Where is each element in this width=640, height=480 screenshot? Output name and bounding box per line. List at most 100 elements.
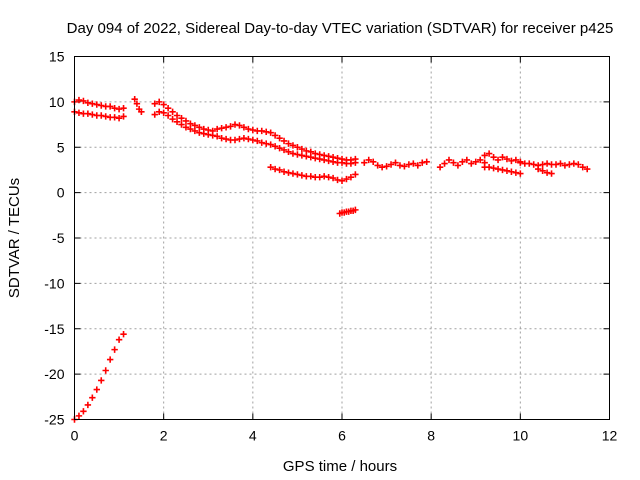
data-point <box>459 158 466 165</box>
data-point <box>316 173 323 181</box>
data-point <box>173 118 181 126</box>
data-point <box>106 356 114 363</box>
data-point <box>361 159 368 166</box>
data-point <box>298 145 306 153</box>
data-point <box>490 164 497 172</box>
data-point <box>178 121 185 128</box>
data-point <box>267 129 274 136</box>
data-point <box>93 101 100 108</box>
y-tick-label: 0 <box>57 185 65 201</box>
data-point <box>392 159 399 166</box>
data-point <box>263 128 270 136</box>
data-point <box>271 132 279 139</box>
series-arc-l <box>71 330 127 423</box>
series-arc-a-lower <box>71 108 127 122</box>
data-point <box>280 146 288 154</box>
data-point <box>312 154 319 162</box>
y-tick-label: 10 <box>49 94 65 110</box>
data-point <box>347 173 355 181</box>
data-point <box>320 156 328 164</box>
data-point <box>84 99 92 106</box>
data-point <box>111 346 118 353</box>
data-point <box>539 167 546 175</box>
data-point <box>120 330 127 338</box>
data-point <box>276 166 283 174</box>
series-arc-c-upper <box>151 98 359 164</box>
data-point <box>280 137 288 145</box>
data-point <box>267 141 274 148</box>
data-point <box>294 144 301 151</box>
data-point <box>98 112 105 119</box>
data-point <box>173 112 181 119</box>
data-point <box>75 412 83 420</box>
y-tick-label: -15 <box>44 321 64 337</box>
data-point <box>227 123 234 130</box>
data-point <box>526 160 533 167</box>
data-point <box>450 159 457 166</box>
data-point <box>285 169 292 176</box>
data-point <box>75 96 83 104</box>
chart-title: Day 094 of 2022, Sidereal Day-to-day VTE… <box>67 20 614 37</box>
data-point <box>289 170 297 177</box>
data-point <box>494 165 502 173</box>
data-point <box>285 148 292 155</box>
plot-frame <box>74 56 610 420</box>
y-tick-label: -10 <box>44 275 64 291</box>
data-point <box>494 156 502 164</box>
data-point <box>477 156 484 164</box>
data-point <box>543 169 551 176</box>
data-point <box>75 109 83 116</box>
data-point <box>93 386 100 393</box>
data-point <box>419 159 426 166</box>
data-point <box>191 127 199 135</box>
data-point <box>205 131 212 138</box>
data-point <box>481 152 488 159</box>
data-point <box>249 136 257 144</box>
data-point <box>84 110 92 117</box>
data-point <box>102 113 109 120</box>
data-point <box>236 135 243 143</box>
data-point <box>374 162 381 169</box>
data-point <box>316 155 323 163</box>
data-point <box>303 147 310 155</box>
data-point <box>383 163 390 170</box>
data-point <box>111 105 118 112</box>
data-point <box>213 125 221 133</box>
data-point <box>325 157 332 165</box>
data-point <box>378 164 386 171</box>
series-arc-b <box>131 95 145 116</box>
data-point <box>280 168 288 175</box>
data-point <box>187 120 194 127</box>
data-point <box>213 133 221 140</box>
grid <box>74 56 610 420</box>
series-arc-g <box>436 156 488 171</box>
data-point <box>414 162 421 169</box>
data-point <box>338 159 346 166</box>
data-point <box>548 170 555 177</box>
data-point <box>584 165 591 173</box>
data-point <box>490 154 497 161</box>
data-point <box>115 115 123 122</box>
data-point <box>347 160 355 167</box>
data-point <box>151 100 158 107</box>
data-point <box>240 134 248 142</box>
data-point <box>245 125 252 133</box>
x-tick-label: 8 <box>427 428 435 444</box>
data-point <box>120 105 127 112</box>
data-point <box>80 408 87 415</box>
data-point <box>191 122 199 129</box>
data-point <box>365 156 372 164</box>
data-point <box>276 144 283 152</box>
data-point <box>307 154 314 161</box>
data-point <box>156 98 163 106</box>
data-point <box>499 166 506 174</box>
y-tick-label: -5 <box>52 230 65 246</box>
data-point <box>106 103 114 110</box>
data-point <box>254 137 261 145</box>
data-point <box>570 160 578 167</box>
data-point <box>303 153 310 160</box>
y-tick-label: 5 <box>57 139 65 155</box>
data-point <box>111 114 118 121</box>
data-point <box>102 367 109 374</box>
data-point <box>187 125 194 133</box>
